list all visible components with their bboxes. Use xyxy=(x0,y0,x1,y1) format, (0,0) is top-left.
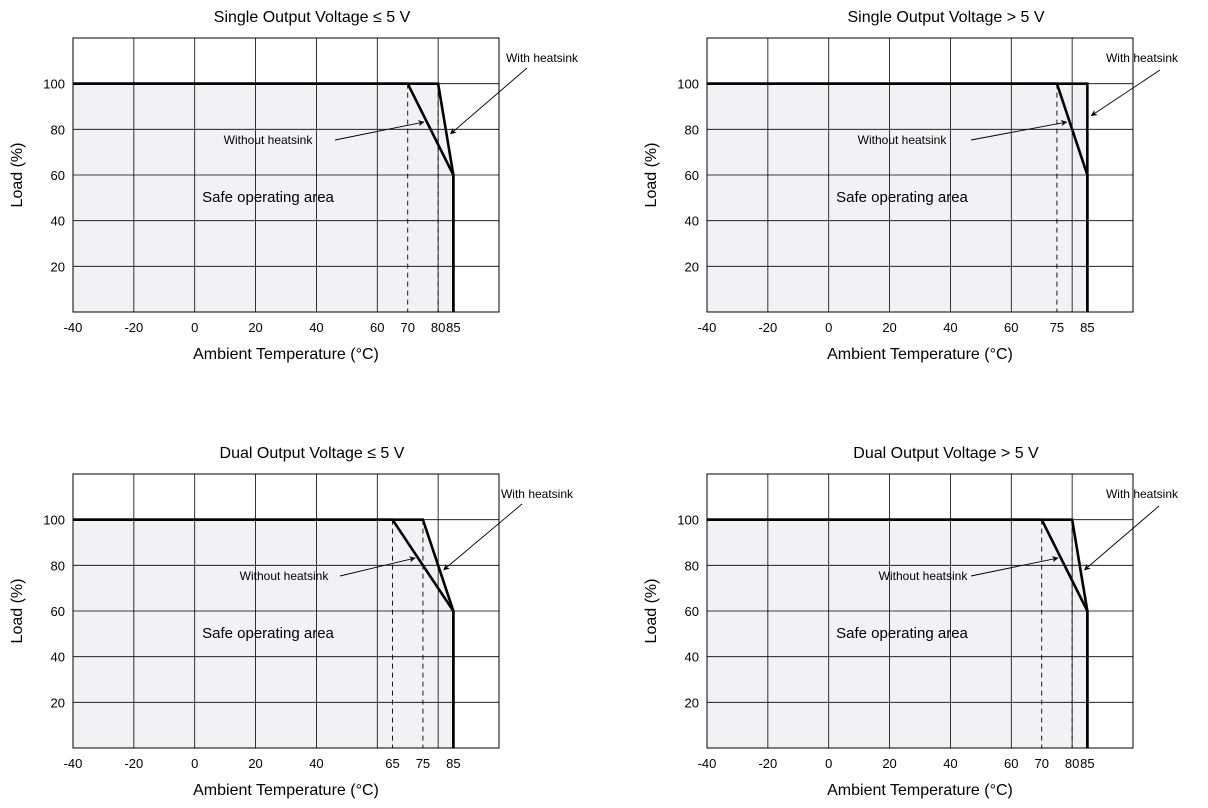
x-axis-label: Ambient Temperature (°C) xyxy=(193,782,379,799)
x-tick-label: 20 xyxy=(248,320,262,335)
arrow-with-heatsink xyxy=(1085,506,1159,570)
safe-operating-area-label: Safe operating area xyxy=(202,189,334,206)
annotation-with-heatsink: With heatsink xyxy=(1106,51,1179,65)
annotation-without-heatsink: Without heatsink xyxy=(858,133,948,147)
arrow-with-heatsink xyxy=(451,68,527,134)
y-tick-label: 100 xyxy=(677,77,699,92)
x-tick-label: -20 xyxy=(124,320,143,335)
x-tick-label: 75 xyxy=(416,756,430,771)
y-tick-label: 60 xyxy=(685,168,699,183)
safe-operating-area-label: Safe operating area xyxy=(202,625,334,642)
x-tick-label: 40 xyxy=(309,320,323,335)
y-axis-label: Load (%) xyxy=(643,579,660,644)
annotation-with-heatsink: With heatsink xyxy=(506,51,579,65)
x-tick-label: 75 xyxy=(1050,320,1064,335)
chart-group: Single Output Voltage ≤ 5 V 20 40 60 80 100 -4… xyxy=(9,9,579,363)
x-tick-label: 60 xyxy=(1004,756,1018,771)
x-tick-label: 40 xyxy=(943,320,957,335)
y-axis-label: Load (%) xyxy=(643,143,660,208)
y-tick-label: 60 xyxy=(51,604,65,619)
chart-title: Single Output Voltage ≤ 5 V xyxy=(214,9,411,26)
y-tick-label: 20 xyxy=(51,259,65,274)
chart-single-output-le-5v: Single Output Voltage ≤ 5 V 20 40 60 80 100 -4… xyxy=(0,0,604,404)
x-tick-label: 0 xyxy=(191,756,198,771)
x-tick-label: 20 xyxy=(882,756,896,771)
y-tick-label: 40 xyxy=(685,650,699,665)
x-tick-label: 85 xyxy=(1080,320,1094,335)
annotation-without-heatsink: Without heatsink xyxy=(879,569,969,583)
x-tick-label: 85 xyxy=(446,756,460,771)
x-tick-label: 70 xyxy=(1034,756,1048,771)
y-tick-label: 80 xyxy=(51,122,65,137)
x-tick-label: 0 xyxy=(825,756,832,771)
annotation-without-heatsink: Without heatsink xyxy=(224,133,314,147)
y-tick-label: 80 xyxy=(51,558,65,573)
x-axis-label: Ambient Temperature (°C) xyxy=(193,346,379,363)
annotation-without-heatsink: Without heatsink xyxy=(240,569,330,583)
x-tick-label: 20 xyxy=(882,320,896,335)
y-tick-label: 100 xyxy=(677,513,699,528)
x-tick-label: 0 xyxy=(825,320,832,335)
y-tick-label: 60 xyxy=(685,604,699,619)
x-tick-label: 0 xyxy=(191,320,198,335)
x-tick-label: -40 xyxy=(698,320,717,335)
x-tick-label: 20 xyxy=(248,756,262,771)
chart-title: Single Output Voltage > 5 V xyxy=(847,9,1044,26)
y-tick-label: 40 xyxy=(51,650,65,665)
x-tick-label: 70 xyxy=(400,320,414,335)
chart-group: Dual Output Voltage ≤ 5 V 20 40 60 80 100 -40 -… xyxy=(9,445,574,799)
chart-title: Dual Output Voltage > 5 V xyxy=(853,445,1039,462)
x-tick-label: 85 xyxy=(1080,756,1094,771)
x-tick-label: -20 xyxy=(758,320,777,335)
x-tick-label: 80 xyxy=(1065,756,1079,771)
x-tick-label: -40 xyxy=(64,756,83,771)
y-tick-label: 60 xyxy=(51,168,65,183)
x-tick-label: 60 xyxy=(1004,320,1018,335)
x-axis-label: Ambient Temperature (°C) xyxy=(827,346,1013,363)
x-tick-label: 60 xyxy=(370,320,384,335)
annotation-with-heatsink: With heatsink xyxy=(1106,487,1179,501)
arrow-with-heatsink xyxy=(444,504,522,570)
y-tick-label: 20 xyxy=(51,695,65,710)
y-tick-label: 100 xyxy=(43,513,65,528)
arrow-with-heatsink xyxy=(1091,70,1160,116)
x-axis-label: Ambient Temperature (°C) xyxy=(827,782,1013,799)
chart-title: Dual Output Voltage ≤ 5 V xyxy=(220,445,405,462)
x-tick-label: 40 xyxy=(943,756,957,771)
y-tick-label: 20 xyxy=(685,695,699,710)
x-tick-label: -40 xyxy=(698,756,717,771)
chart-group: Single Output Voltage > 5 V 20 40 60 80 100 -4… xyxy=(643,9,1179,363)
x-tick-label: 65 xyxy=(385,756,399,771)
y-axis-label: Load (%) xyxy=(9,143,26,208)
y-tick-label: 40 xyxy=(685,214,699,229)
chart-dual-output-gt-5v: Dual Output Voltage > 5 V 20 40 60 80 100 -40 -… xyxy=(634,440,1208,808)
x-tick-label: -20 xyxy=(124,756,143,771)
x-tick-label: 40 xyxy=(309,756,323,771)
y-axis-label: Load (%) xyxy=(9,579,26,644)
chart-group: Dual Output Voltage > 5 V 20 40 60 80 100 -40 -… xyxy=(643,445,1179,799)
y-tick-label: 100 xyxy=(43,77,65,92)
annotation-with-heatsink: With heatsink xyxy=(501,487,574,501)
x-tick-label: 80 xyxy=(431,320,445,335)
y-tick-label: 40 xyxy=(51,214,65,229)
chart-dual-output-le-5v: Dual Output Voltage ≤ 5 V 20 40 60 80 100 -40 -… xyxy=(0,440,604,808)
safe-operating-area-label: Safe operating area xyxy=(836,625,968,642)
chart-single-output-gt-5v: Single Output Voltage > 5 V 20 40 60 80 100 -4… xyxy=(634,0,1208,404)
y-tick-label: 80 xyxy=(685,122,699,137)
y-tick-label: 80 xyxy=(685,558,699,573)
x-tick-label: 85 xyxy=(446,320,460,335)
x-tick-label: -20 xyxy=(758,756,777,771)
x-tick-label: -40 xyxy=(64,320,83,335)
safe-operating-area-label: Safe operating area xyxy=(836,189,968,206)
y-tick-label: 20 xyxy=(685,259,699,274)
